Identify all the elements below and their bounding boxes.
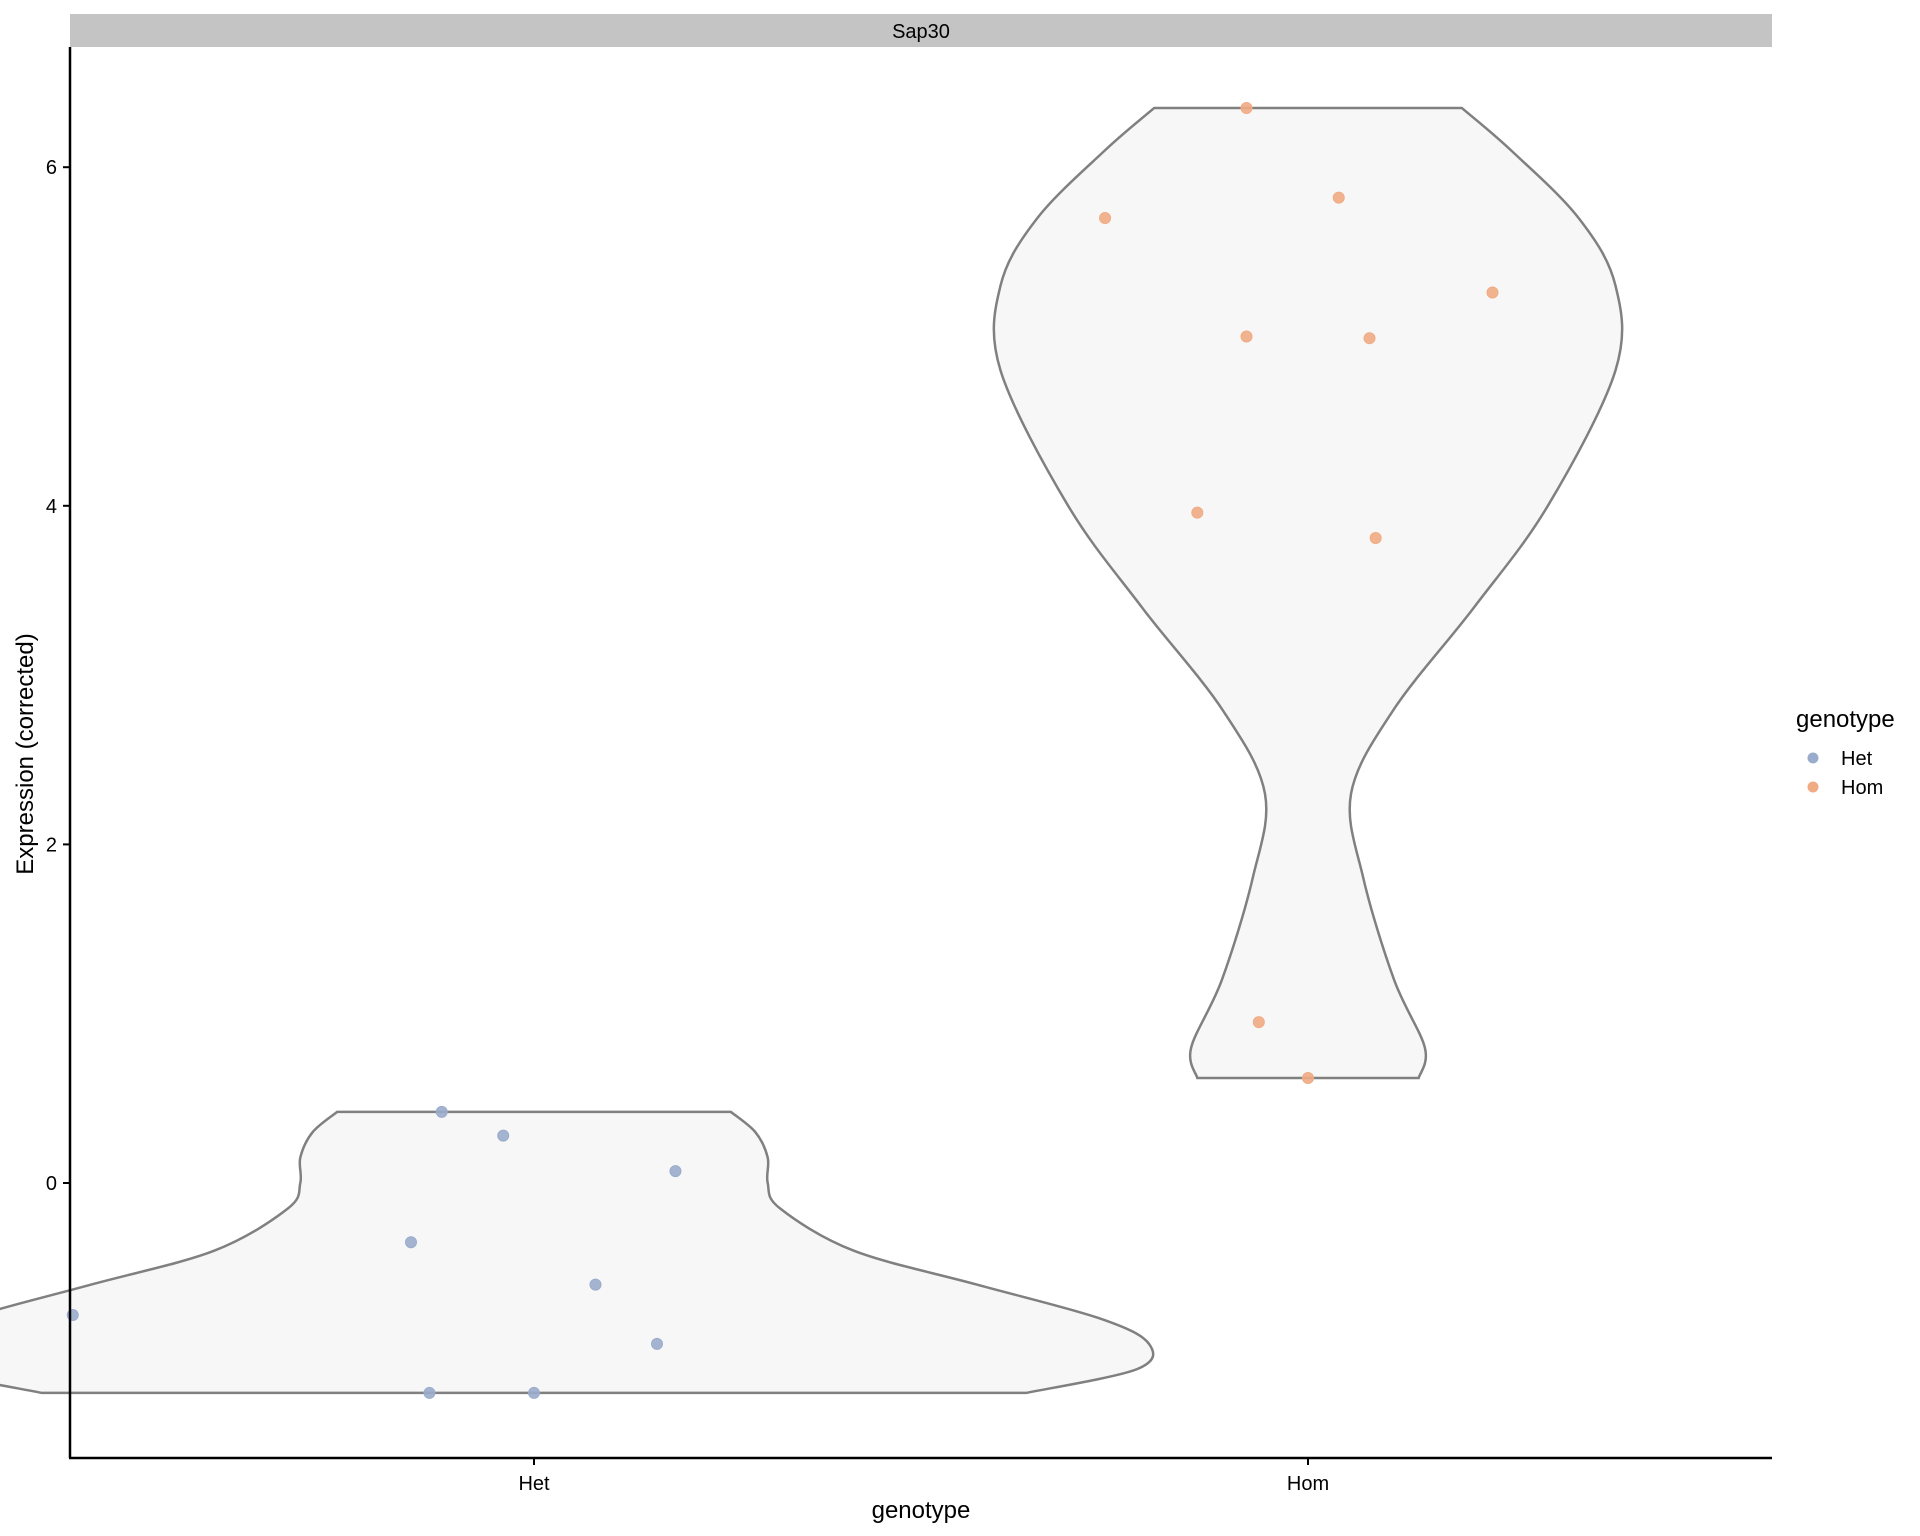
- data-point-hom: [1191, 506, 1204, 519]
- legend-title: genotype: [1796, 706, 1895, 733]
- data-point-het: [435, 1105, 448, 1118]
- x-tick-label: Hom: [1287, 1473, 1329, 1495]
- legend-key-hom: [1807, 781, 1819, 793]
- y-axis-label: Expression (corrected): [12, 633, 39, 874]
- data-point-het: [651, 1337, 663, 1350]
- legend: genotype Het Hom: [1796, 706, 1895, 799]
- data-point-hom: [1486, 286, 1499, 299]
- violin-het: [0, 1110, 1155, 1395]
- y-tick-label: 4: [46, 496, 57, 518]
- data-point-hom: [1099, 211, 1112, 224]
- x-axis-ticks: Het Hom: [518, 1458, 1329, 1495]
- data-point-hom: [1240, 330, 1253, 343]
- data-point-het: [423, 1386, 436, 1399]
- legend-label-het: Het: [1841, 748, 1873, 770]
- violins-layer: [0, 106, 1624, 1395]
- data-point-het: [669, 1165, 682, 1178]
- x-axis-label: genotype: [872, 1497, 971, 1524]
- y-axis-ticks: 0 2 4 6: [46, 157, 70, 1195]
- y-tick-label: 2: [46, 834, 57, 856]
- y-tick-label: 0: [46, 1173, 57, 1195]
- data-point-hom: [1252, 1016, 1265, 1029]
- y-tick-label: 6: [46, 157, 57, 179]
- data-point-hom: [1332, 191, 1345, 204]
- facet-strip-background: [70, 14, 1772, 47]
- data-point-hom: [1369, 531, 1382, 544]
- facet-strip: Sap30: [70, 14, 1772, 47]
- data-point-hom: [1240, 101, 1253, 114]
- violin-hom: [992, 106, 1624, 1080]
- facet-title: Sap30: [892, 21, 950, 43]
- x-tick-label: Het: [518, 1473, 550, 1495]
- data-point-hom: [1363, 332, 1376, 345]
- data-point-hom: [1302, 1072, 1314, 1085]
- data-point-het: [589, 1278, 602, 1291]
- data-point-het: [405, 1236, 417, 1249]
- data-point-het: [528, 1386, 540, 1399]
- legend-label-hom: Hom: [1841, 777, 1883, 799]
- legend-key-het: [1807, 752, 1819, 764]
- data-point-het: [497, 1129, 510, 1142]
